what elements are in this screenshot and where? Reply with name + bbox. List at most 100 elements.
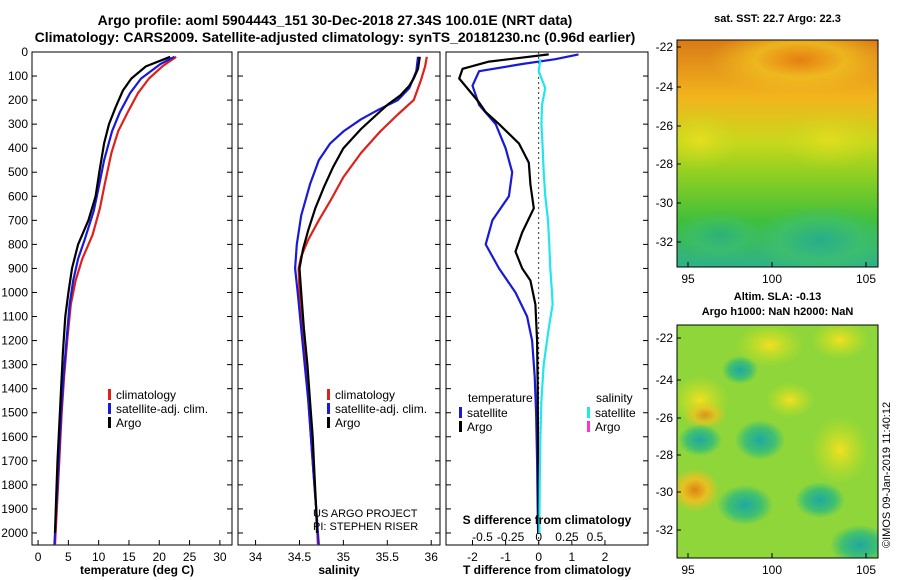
x-tick-label: 15 — [122, 550, 136, 564]
map-y-tick-label: -22 — [656, 40, 674, 54]
map-y-tick-label: -28 — [656, 157, 674, 171]
x-tick-label: 35 — [337, 550, 351, 564]
credit-line-2: PI: STEPHEN RISER — [313, 521, 419, 533]
imos-timestamp: ©IMOS 09-Jan-2019 11:40:12 — [881, 401, 893, 548]
map-y-tick-label: -26 — [656, 119, 674, 133]
s-tick-label: 0.25 — [555, 530, 579, 544]
s-tick-label: 0.5 — [587, 530, 604, 544]
map-y-tick-label: -28 — [656, 448, 674, 462]
map-x-tick-label: 100 — [762, 563, 782, 577]
x-tick-label: 35.5 — [376, 550, 400, 564]
legend-label: satellite — [467, 406, 508, 420]
x-tick-label: 25 — [183, 550, 197, 564]
x-tick-label: 10 — [92, 550, 106, 564]
legend-swatch — [459, 407, 462, 418]
series-line — [458, 53, 549, 534]
map-x-tick-label: 95 — [681, 563, 695, 577]
y-tick-label: 1800 — [1, 478, 28, 492]
x-tick-label: 5 — [65, 550, 72, 564]
y-tick-label: 200 — [8, 93, 28, 107]
y-tick-label: 600 — [8, 189, 28, 203]
legend-label: Argo — [116, 416, 142, 430]
y-tick-label: 100 — [8, 69, 28, 83]
legend-label: satellite-adj. clim. — [335, 402, 427, 416]
x-tick-label: 2 — [602, 550, 609, 564]
map-y-tick-label: -24 — [656, 80, 674, 94]
sst-map — [676, 39, 879, 268]
map-y-tick-label: -32 — [656, 235, 674, 249]
series-line — [298, 56, 421, 534]
plot-frame — [445, 51, 649, 546]
y-tick-label: 1100 — [2, 310, 28, 324]
y-tick-label: 1000 — [1, 285, 28, 299]
legend-label: Argo — [467, 420, 493, 434]
plot-frame — [237, 51, 441, 546]
figure-title-line-2: Climatology: CARS2009. Satellite-adjuste… — [34, 29, 636, 45]
s-tick-label: -0.25 — [497, 530, 525, 544]
series-line — [53, 55, 171, 534]
sla-map-title: Altim. SLA: -0.13 — [733, 291, 822, 303]
y-tick-label: 700 — [8, 213, 28, 227]
legend-swatch — [108, 403, 111, 414]
map-y-tick-label: -32 — [656, 523, 674, 537]
map-y-tick-label: -30 — [656, 196, 674, 210]
difference-panel: -2 -1 0 1 2-0.5 -0.25 0 0.25 0.5temperaturesatel… — [445, 51, 649, 564]
map-x-tick-label: 105 — [856, 272, 876, 286]
series-line — [537, 59, 554, 534]
y-tick-label: 2000 — [1, 526, 28, 540]
legend-label: Argo — [595, 420, 621, 434]
y-tick-label: 1500 — [1, 406, 28, 420]
legend-title: temperature — [468, 391, 533, 405]
temperature-axis-title: temperature (deg C) — [79, 563, 195, 577]
y-tick-label: 800 — [8, 237, 28, 251]
legend-swatch — [108, 417, 111, 428]
map-y-tick-label: -30 — [656, 485, 674, 499]
map-y-tick-label: -22 — [656, 331, 674, 345]
x-tick-label: -1 — [500, 550, 511, 564]
y-tick-label: 900 — [8, 261, 28, 275]
x-tick-label: 34 — [249, 550, 263, 564]
x-tick-label: 0 — [35, 550, 42, 564]
y-tick-label: 1900 — [1, 502, 28, 516]
x-tick-label: 30 — [213, 550, 227, 564]
map-x-tick-label: 100 — [762, 272, 782, 286]
map-y-tick-label: -26 — [656, 411, 674, 425]
plot-frame — [31, 51, 233, 546]
y-tick-label: 0 — [21, 45, 28, 59]
x-tick-label: 34.5 — [288, 550, 312, 564]
t-difference-axis-title: T difference from climatology — [462, 563, 632, 577]
map-y-tick-label: -24 — [656, 373, 674, 387]
legend-swatch — [587, 407, 590, 418]
y-tick-label: 1600 — [1, 430, 28, 444]
figure-title-line-1: Argo profile: aoml 5904443_151 30-Dec-20… — [97, 12, 573, 28]
temperature-panel: 0100200300400500600700800900100011001200… — [1, 45, 233, 564]
argo-heights-title: Argo h1000: NaN h2000: NaN — [701, 306, 854, 318]
series-line — [471, 53, 579, 534]
legend-title: salinity — [596, 391, 633, 405]
x-tick-label: 36 — [425, 550, 439, 564]
legend-label: satellite-adj. clim. — [116, 402, 208, 416]
y-tick-label: 1700 — [1, 454, 28, 468]
map-x-tick-label: 95 — [681, 272, 695, 286]
map-ticks: -22 -24 -26 -28 -30 -32 -22 -24 -26 -28 -30 -32 95 10… — [656, 40, 877, 577]
y-tick-label: 1200 — [1, 334, 28, 348]
y-tick-label: 500 — [8, 165, 28, 179]
legend-swatch — [587, 421, 590, 432]
legend-swatch — [459, 421, 462, 432]
legend-label: climatology — [116, 388, 176, 402]
legend-swatch — [108, 389, 111, 400]
y-tick-label: 400 — [8, 141, 28, 155]
legend-label: climatology — [335, 388, 395, 402]
credit-line-1: US ARGO PROJECT — [313, 508, 418, 520]
y-tick-label: 1300 — [1, 358, 28, 372]
series-line — [53, 55, 175, 546]
legend-swatch — [327, 417, 330, 428]
s-difference-axis-title: S difference from climatology — [462, 513, 632, 527]
x-tick-label: -2 — [467, 550, 478, 564]
s-tick-label: -0.5 — [472, 530, 493, 544]
series-line — [297, 56, 428, 546]
legend-label: satellite — [595, 406, 636, 420]
legend-label: Argo — [335, 416, 361, 430]
legend-swatch — [327, 389, 330, 400]
